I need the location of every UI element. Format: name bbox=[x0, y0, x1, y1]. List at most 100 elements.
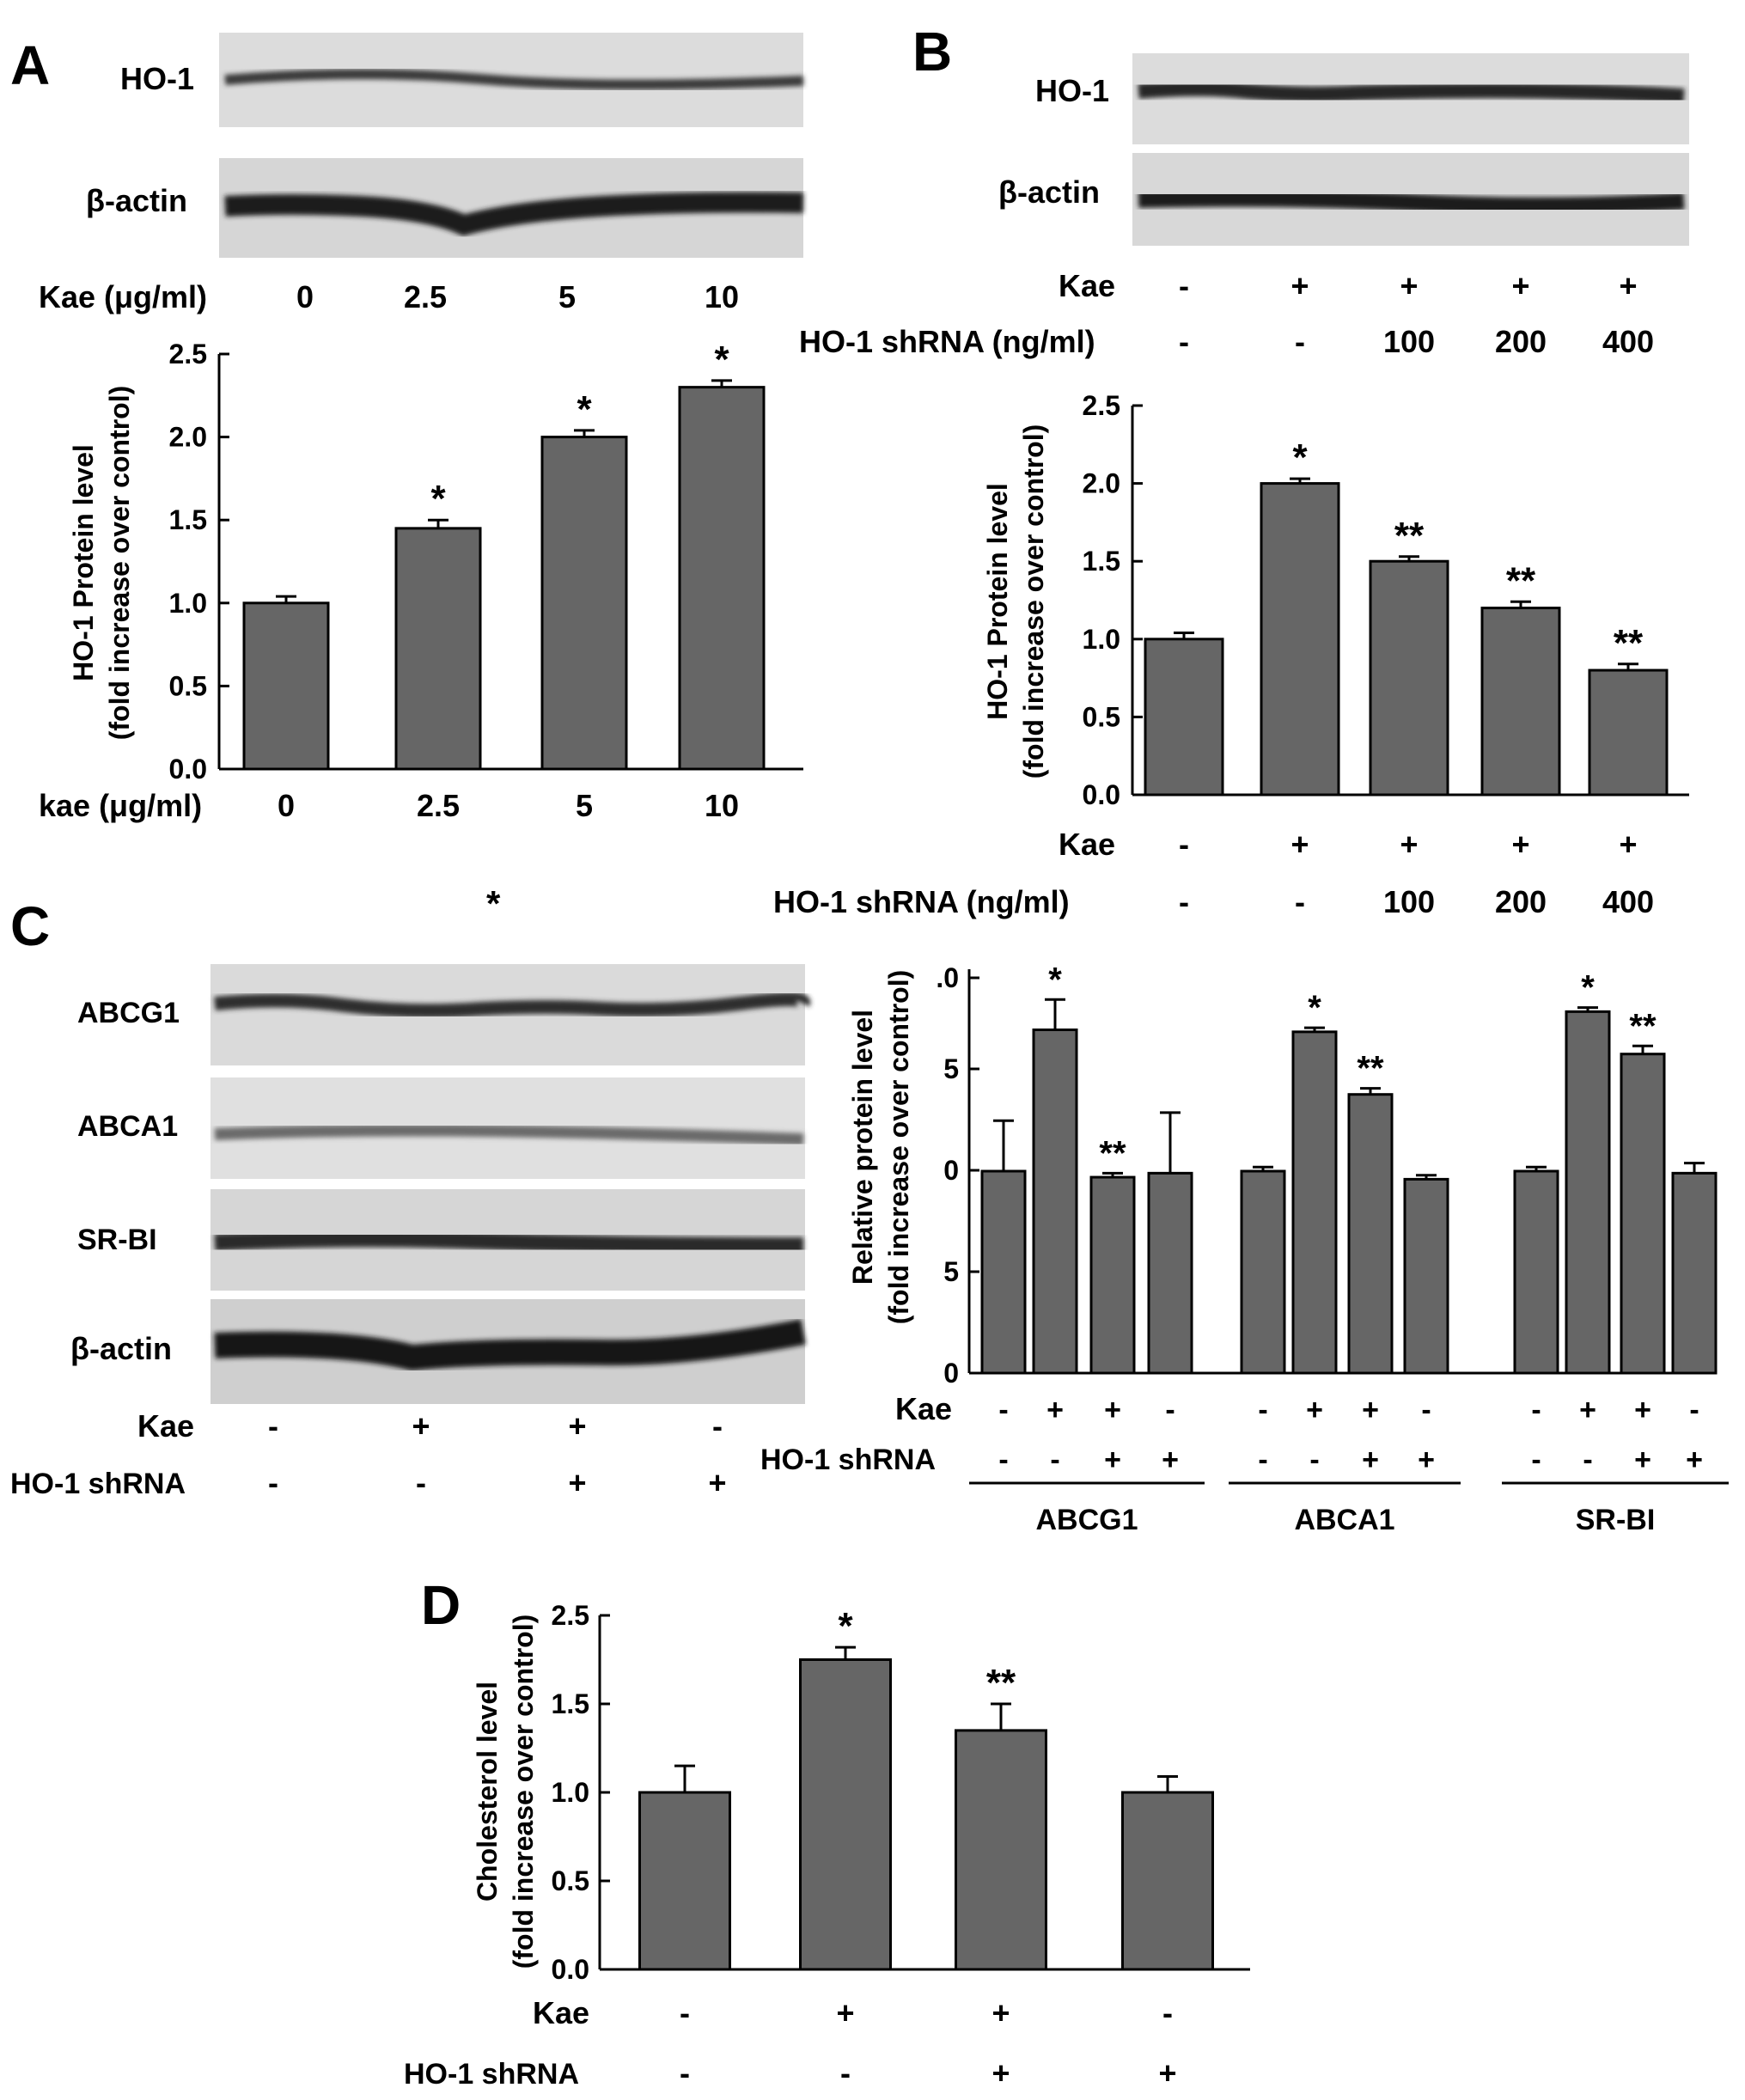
chart-d-shrna-2: + bbox=[991, 2055, 1010, 2091]
chart-d-ytick-1: 0.5 bbox=[552, 1865, 589, 1896]
chart-c-2-kae-0: - bbox=[1531, 1394, 1541, 1426]
chart-d-kae-2: + bbox=[991, 1995, 1010, 2030]
chart-c-abca1-bar-1 bbox=[1291, 1030, 1338, 1375]
chart-d-annotation-1: * bbox=[838, 1605, 853, 1647]
chart-c-1-shrna-2: + bbox=[1362, 1444, 1379, 1476]
blot-label-b-actin: β-actin bbox=[998, 174, 1100, 210]
chart-c-sr-bi-bar-3 bbox=[1671, 1171, 1718, 1375]
blot-c-shrna-2: + bbox=[568, 1465, 586, 1500]
panel-c-blot-treatment-rows: - + + - - - + + bbox=[268, 1408, 727, 1500]
panel-b-blot-ho1 bbox=[1132, 53, 1689, 144]
blot-label-a-ho1: HO-1 bbox=[120, 61, 194, 96]
chart-c-0-shrna-2: + bbox=[1104, 1444, 1121, 1476]
chart-a-ylabel-2: (fold increase over control) bbox=[104, 386, 135, 741]
blot-label-c-actin: β-actin bbox=[70, 1331, 172, 1366]
chart-c-2-shrna-0: - bbox=[1531, 1444, 1541, 1476]
chart-c-1-shrna-3: + bbox=[1418, 1444, 1435, 1476]
chart-c-0-shrna-1: - bbox=[1050, 1444, 1059, 1476]
chart-c-0-kae-2: + bbox=[1104, 1394, 1121, 1426]
chart-b-kae-2: + bbox=[1400, 827, 1418, 862]
chart-b-row-label-shrna: HO-1 shRNA (ng/ml) bbox=[773, 884, 1070, 919]
chart-a-bar-2 bbox=[540, 436, 628, 771]
chart-b-ylabel-1: HO-1 Protein level bbox=[982, 483, 1013, 720]
blot-b-shrna-3: 200 bbox=[1495, 324, 1547, 359]
chart-d-ytick-2: 1.0 bbox=[552, 1777, 589, 1808]
chart-b-row-label-kae: Kae bbox=[1059, 827, 1115, 862]
chart-c-ytick-0: 0 bbox=[943, 1358, 959, 1389]
chart-a-bar-1 bbox=[394, 527, 482, 771]
chart-d-row-label-kae: Kae bbox=[533, 1995, 589, 2030]
chart-c-ytick-3: 5 bbox=[943, 1053, 959, 1084]
panel-c-blot-abcg1 bbox=[210, 964, 811, 1065]
blot-c-shrna-3: + bbox=[708, 1465, 726, 1500]
chart-b-annotation-4: ** bbox=[1614, 622, 1644, 664]
kae-value-a-2: 2.5 bbox=[404, 279, 447, 314]
chart-c-row-label-kae: Kae bbox=[895, 1391, 952, 1426]
chart-c-sr-bi-bar-0 bbox=[1513, 1169, 1559, 1375]
kae-value-a-4: 10 bbox=[705, 279, 739, 314]
chart-b-kae-3: + bbox=[1511, 827, 1529, 862]
chart-a: 0.0 0.5 1.0 1.5 2.0 2.5 * * * kae (μg/ml) 0 2.5 5 10 H… bbox=[39, 339, 803, 823]
blot-c-shrna-0: - bbox=[268, 1465, 278, 1500]
chart-b-bar-3 bbox=[1480, 607, 1561, 797]
chart-c-group-label-1: ABCA1 bbox=[1294, 1504, 1394, 1536]
chart-d-shrna-3: + bbox=[1158, 2055, 1176, 2091]
chart-a-annotation-3: * bbox=[714, 339, 729, 381]
chart-b-ytick-3: 1.5 bbox=[1083, 546, 1120, 577]
chart-d-row-label-shrna: HO-1 shRNA bbox=[404, 2058, 579, 2091]
chart-b-annotation-3: ** bbox=[1506, 559, 1536, 601]
chart-c-abca1-bar-3 bbox=[1403, 1177, 1449, 1375]
chart-c-abca1-bar-0 bbox=[1240, 1169, 1286, 1375]
stray-asterisk: * bbox=[486, 883, 501, 924]
chart-c-0-kae-3: - bbox=[1165, 1394, 1175, 1426]
chart-b-ylabel-2: (fold increase over control) bbox=[1018, 424, 1049, 779]
chart-a-bar-3 bbox=[678, 386, 766, 771]
chart-a-ytick-2: 1.0 bbox=[169, 588, 207, 619]
chart-c-ylabel-2: (fold increase over control) bbox=[883, 970, 914, 1325]
shrna-label-c: HO-1 shRNA bbox=[10, 1468, 186, 1500]
blot-c-kae-3: - bbox=[712, 1408, 723, 1444]
chart-a-ytick-0: 0.0 bbox=[169, 754, 207, 784]
chart-a-category-0: 0 bbox=[278, 788, 295, 823]
chart-c-ytick-2: 0 bbox=[943, 1155, 959, 1186]
chart-b-ytick-0: 0.0 bbox=[1083, 779, 1120, 810]
chart-b-kae-0: - bbox=[1179, 827, 1189, 862]
blot-c-kae-0: - bbox=[268, 1408, 278, 1444]
chart-b-ytick-4: 2.0 bbox=[1083, 468, 1120, 499]
chart-b-kae-1: + bbox=[1290, 827, 1309, 862]
chart-c-abcg1-annotation-1: * bbox=[1048, 961, 1062, 998]
chart-c-0-kae-1: + bbox=[1046, 1394, 1064, 1426]
blot-label-b-ho1: HO-1 bbox=[1035, 73, 1109, 108]
chart-d-ylabel-1: Cholesterol level bbox=[472, 1682, 503, 1902]
chart-c-abcg1-bar-2 bbox=[1089, 1175, 1136, 1375]
chart-d-bar-1 bbox=[799, 1658, 892, 1971]
chart-c-ytick-1: 5 bbox=[943, 1256, 959, 1287]
chart-c-sr-bi-bar-2 bbox=[1620, 1053, 1666, 1375]
chart-c-abcg1-bar-0 bbox=[980, 1169, 1027, 1375]
chart-b-shrna-0: - bbox=[1179, 884, 1189, 919]
chart-c-2-shrna-3: + bbox=[1686, 1444, 1703, 1476]
chart-c-1-kae-1: + bbox=[1306, 1394, 1323, 1426]
chart-d-kae-1: + bbox=[836, 1995, 854, 2030]
chart-c-2-kae-2: + bbox=[1634, 1394, 1651, 1426]
chart-a-bar-0 bbox=[242, 601, 330, 771]
blot-label-c-abcg1: ABCG1 bbox=[77, 997, 180, 1029]
blot-label-c-srbi: SR-BI bbox=[77, 1224, 157, 1256]
chart-c-2-kae-3: - bbox=[1689, 1394, 1699, 1426]
chart-a-category-1: 2.5 bbox=[417, 788, 460, 823]
chart-d-ylabel-2: (fold increase over control) bbox=[508, 1615, 539, 1969]
panel-a-blot-ho1 bbox=[219, 33, 804, 127]
chart-b-ytick-2: 1.0 bbox=[1083, 624, 1120, 655]
chart-d-shrna-1: - bbox=[840, 2055, 851, 2091]
chart-c-abcg1-bar-1 bbox=[1032, 1029, 1078, 1375]
blot-c-kae-1: + bbox=[412, 1408, 430, 1444]
chart-c-sr-bi-annotation-1: * bbox=[1581, 969, 1595, 1007]
chart-c-abcg1-bar-3 bbox=[1147, 1171, 1193, 1375]
chart-d-kae-3: - bbox=[1162, 1995, 1173, 2030]
blot-label-c-abca1: ABCA1 bbox=[77, 1110, 178, 1143]
blot-c-shrna-1: - bbox=[416, 1465, 426, 1500]
chart-d-ytick-3: 1.5 bbox=[552, 1688, 589, 1719]
